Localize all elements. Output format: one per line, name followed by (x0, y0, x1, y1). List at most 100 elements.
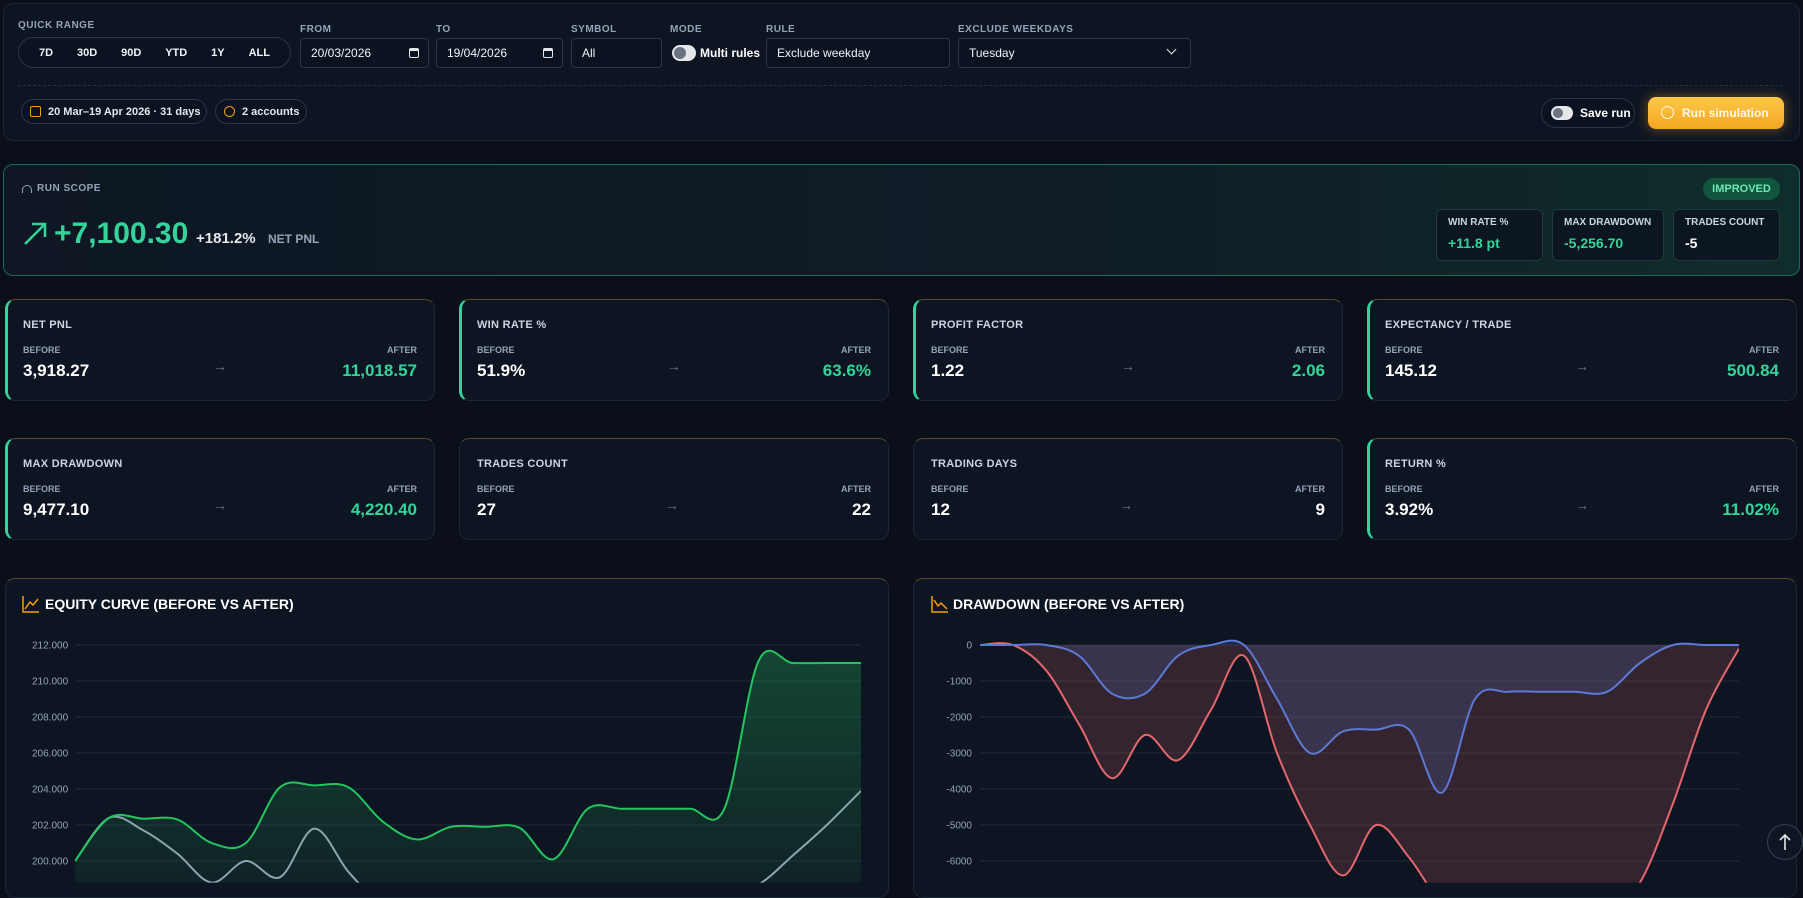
series-area (980, 643, 1739, 883)
y-tick-label: -5000 (946, 821, 972, 832)
after-label: AFTER (1749, 484, 1779, 494)
quick-range-label: QUICK RANGE (18, 20, 95, 31)
scope-stat-value: +11.8 pt (1448, 235, 1500, 251)
y-tick-label: -4000 (946, 785, 972, 796)
before-value: 1.22 (931, 361, 965, 380)
arrow-icon: → (665, 497, 679, 513)
y-tick-label: 210.000 (32, 677, 69, 688)
scope-stat: MAX DRAWDOWN -5,256.70 (1552, 209, 1664, 261)
after-value: 11,018.57 (342, 361, 417, 380)
quick-range-button[interactable]: ALL (248, 46, 270, 59)
arrow-icon: → (1575, 497, 1589, 513)
scope-stat: TRADES COUNT -5 (1673, 209, 1780, 261)
metric-title: EXPECTANCY / TRADE (1385, 319, 1512, 331)
scope-stat-value: -5 (1685, 235, 1698, 251)
before-label: BEFORE (23, 484, 61, 494)
after-value: 22 (852, 500, 871, 519)
after-value: 11.02% (1722, 500, 1779, 519)
arrow-icon: → (1121, 358, 1135, 374)
plot (75, 649, 861, 883)
after-label: AFTER (387, 484, 417, 494)
before-value: 3,918.27 (23, 361, 90, 380)
quick-range-button[interactable]: 7D (38, 46, 54, 59)
after-label: AFTER (1295, 345, 1325, 355)
metric-title: RETURN % (1385, 458, 1447, 470)
metric-card: NET PNL BEFORE 3,918.27 AFTER 11,018.57 → (5, 299, 435, 401)
to-input[interactable]: 19/04/2026 (436, 38, 563, 68)
scroll-top-icon (1779, 833, 1791, 850)
quick-range-button[interactable]: YTD (165, 46, 188, 59)
scope-chip: 20 Mar–19 Apr 2026 · 31 days (21, 99, 207, 124)
quick-range-button[interactable]: 30D (76, 46, 98, 59)
metric-card: RETURN % BEFORE 3.92% AFTER 11.02% → (1367, 438, 1797, 540)
calendar-icon (409, 48, 419, 58)
metric-card: PROFIT FACTOR BEFORE 1.22 AFTER 2.06 → (913, 299, 1343, 401)
play-icon (1661, 106, 1674, 119)
arrow-icon: → (1575, 358, 1589, 374)
metric-card: EXPECTANCY / TRADE BEFORE 145.12 AFTER 500.8… (1367, 299, 1797, 401)
to-label: TO (436, 24, 451, 35)
before-value: 3.92% (1385, 500, 1434, 519)
arrow-icon: → (1119, 497, 1133, 513)
after-label: AFTER (1749, 345, 1779, 355)
drawdown-panel (913, 578, 1797, 898)
scope-arrow (24, 222, 47, 245)
metric-card: WIN RATE % BEFORE 51.9% AFTER 63.6% → (459, 299, 889, 401)
save-run-knob (1553, 108, 1563, 118)
after-value: 2.06 (1291, 361, 1325, 380)
metric-title: PROFIT FACTOR (931, 319, 1024, 331)
scope-stat-label: TRADES COUNT (1685, 217, 1765, 228)
exclude_weekdays-input[interactable]: Tuesday (958, 38, 1191, 68)
scroll-top-button[interactable] (1767, 824, 1803, 860)
after-value: 63.6% (822, 361, 871, 380)
plot (980, 639, 1739, 883)
arrow-icon: → (667, 358, 681, 374)
metric-title: MAX DRAWDOWN (23, 458, 123, 470)
mode-toggle-knob (674, 47, 686, 59)
drawdown-icon (931, 596, 948, 613)
symbol-input[interactable]: All (571, 38, 662, 68)
series-area (75, 650, 861, 883)
scope-stat: WIN RATE % +11.8 pt (1436, 209, 1543, 261)
gauge-icon (22, 185, 32, 193)
before-value: 9,477.10 (23, 500, 90, 519)
series-area (980, 640, 1739, 793)
before-label: BEFORE (477, 345, 515, 355)
y-tick-label: 204.000 (32, 785, 69, 796)
metric-card: MAX DRAWDOWN BEFORE 9,477.10 AFTER 4,220.40 → (5, 438, 435, 540)
scope-stat-label: MAX DRAWDOWN (1564, 217, 1652, 228)
metric-title: TRADES COUNT (477, 458, 568, 470)
before-value: 51.9% (477, 361, 526, 380)
from-input[interactable]: 20/03/2026 (300, 38, 429, 68)
rule-input[interactable]: Exclude weekday (766, 38, 950, 68)
metric-card: TRADES COUNT BEFORE 27 AFTER 22 → (459, 438, 889, 540)
before-value: 145.12 (1385, 361, 1437, 380)
y-tick-label: 206.000 (32, 749, 69, 760)
equity-icon (22, 596, 39, 613)
series-line (980, 639, 1739, 794)
mode-toggle[interactable] (672, 45, 696, 61)
mode-label: MODE (670, 24, 702, 35)
after-label: AFTER (841, 484, 871, 494)
arrow-icon: → (213, 497, 227, 513)
mode-value: Multi rules (700, 46, 761, 60)
series-line (75, 649, 861, 862)
before-label: BEFORE (23, 345, 61, 355)
from-label: FROM (300, 24, 332, 35)
before-value: 12 (931, 500, 950, 519)
before-label: BEFORE (477, 484, 515, 494)
y-tick-label: -3000 (946, 749, 972, 760)
after-value: 4,220.40 (350, 500, 417, 519)
scope-stat-value: -5,256.70 (1564, 235, 1624, 251)
after-label: AFTER (387, 345, 417, 355)
metric-title: WIN RATE % (477, 319, 547, 331)
after-value: 9 (1315, 500, 1325, 519)
quick-range-button[interactable]: 1Y (211, 46, 225, 59)
quick-range-button[interactable]: 90D (121, 46, 142, 59)
after-value: 500.84 (1727, 361, 1779, 380)
metric-title: NET PNL (23, 319, 73, 331)
metric-card: TRADING DAYS BEFORE 12 AFTER 9 → (913, 438, 1343, 540)
y-tick-label: 200.000 (32, 857, 69, 868)
net-pnl-label: NET PNL (268, 232, 320, 246)
save-run-button[interactable]: Save run (1541, 98, 1635, 128)
